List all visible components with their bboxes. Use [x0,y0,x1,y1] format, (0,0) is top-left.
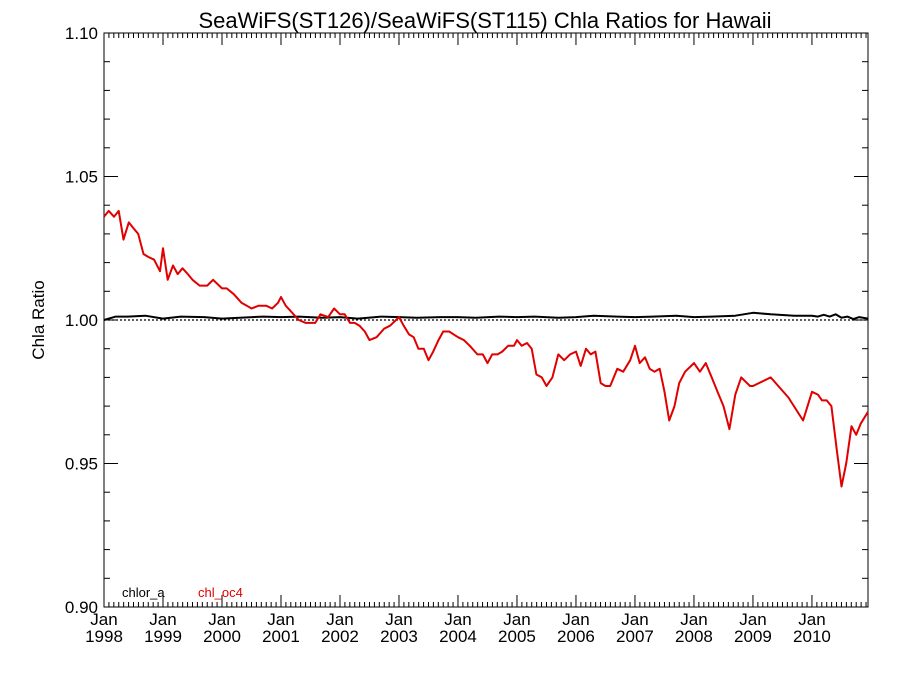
y-axis-label: Chla Ratio [29,280,48,359]
x-tick-month-label: Jan [798,610,825,629]
x-tick-month-label: Jan [90,610,117,629]
x-tick-year-label: 2005 [498,627,536,646]
x-axis-ticks: Jan1998Jan1999Jan2000Jan2001Jan2002Jan20… [85,33,867,646]
y-tick-label: 0.90 [65,598,98,617]
series-layer [103,209,869,488]
x-tick-year-label: 2000 [203,627,241,646]
x-tick-year-label: 2007 [616,627,654,646]
x-tick-month-label: Jan [621,610,648,629]
x-tick-month-label: Jan [267,610,294,629]
x-tick-month-label: Jan [444,610,471,629]
x-tick-year-label: 2010 [793,627,831,646]
x-tick-month-label: Jan [562,610,589,629]
y-tick-label: 1.05 [65,168,98,187]
series-line-chlor-a [103,311,869,321]
x-tick-month-label: Jan [385,610,412,629]
x-tick-month-label: Jan [739,610,766,629]
x-tick-year-label: 1998 [85,627,123,646]
x-tick-month-label: Jan [326,610,353,629]
x-tick-year-label: 2003 [380,627,418,646]
x-tick-month-label: Jan [208,610,235,629]
legend-entry-chl-oc4: chl_oc4 [198,585,243,600]
chart-title: SeaWiFS(ST126)/SeaWiFS(ST115) Chla Ratio… [199,8,772,33]
legend-entry-chlor-a: chlor_a [122,585,165,600]
x-tick-year-label: 1999 [144,627,182,646]
x-tick-month-label: Jan [503,610,530,629]
x-tick-year-label: 2002 [321,627,359,646]
x-tick-year-label: 2004 [439,627,477,646]
x-tick-month-label: Jan [149,610,176,629]
y-axis-ticks: 0.90 0.95 1.00 1.05 1.10 [65,24,868,617]
y-tick-label: 0.95 [65,455,98,474]
x-tick-year-label: 2009 [734,627,772,646]
y-tick-label: 1.00 [65,311,98,330]
x-tick-year-label: 2008 [675,627,713,646]
y-tick-label: 1.10 [65,24,98,43]
x-tick-month-label: Jan [680,610,707,629]
x-tick-year-label: 2001 [262,627,300,646]
series-line-chl-oc4 [103,209,869,488]
x-tick-year-label: 2006 [557,627,595,646]
legend: chlor_a chl_oc4 [122,585,243,600]
